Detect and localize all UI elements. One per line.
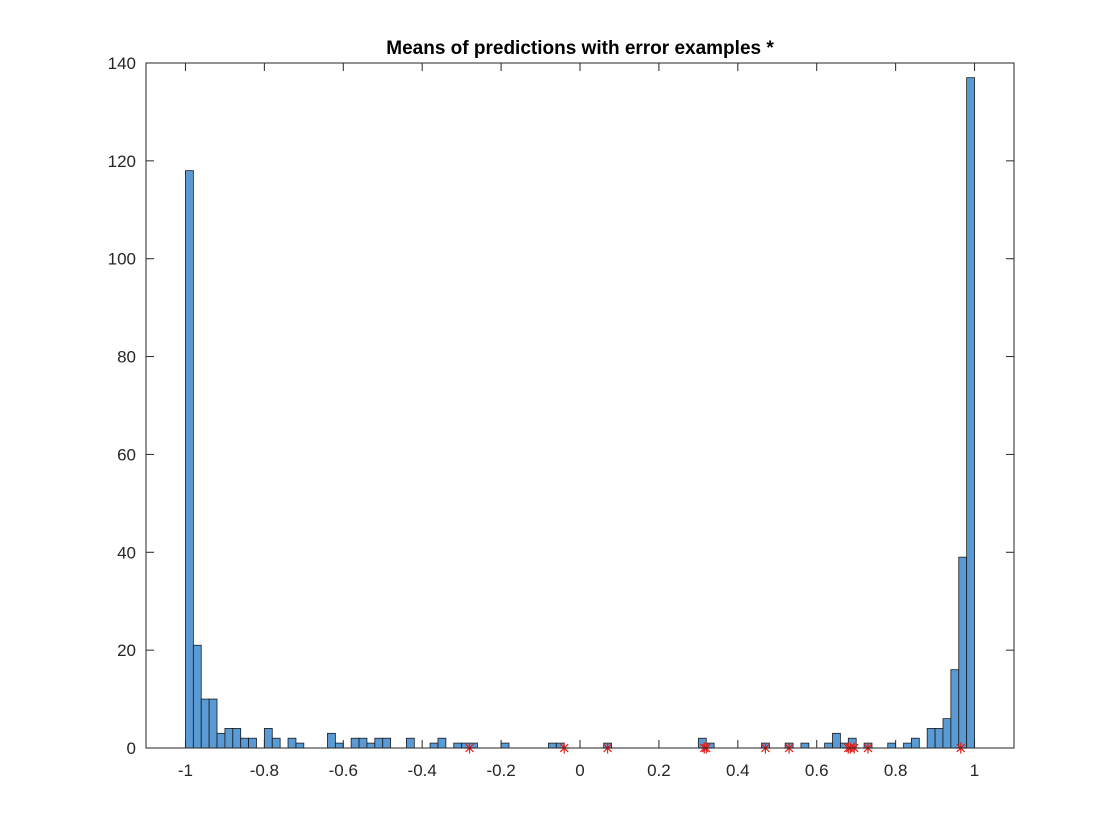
histogram-bar [800, 742, 810, 749]
histogram-bar [350, 737, 360, 749]
y-tick-label: 100 [108, 250, 136, 269]
histogram-bar [240, 737, 249, 749]
histogram-bar [887, 742, 897, 749]
histogram-bar [263, 728, 273, 749]
histogram-bar [950, 669, 960, 749]
x-tick-label: 0 [575, 761, 584, 780]
histogram-bar [429, 742, 439, 749]
histogram-bar [248, 737, 257, 749]
histogram-bar [903, 742, 912, 749]
histogram-bar [374, 737, 384, 749]
histogram-bar [216, 732, 226, 749]
x-tick-label: 0.8 [884, 761, 908, 780]
histogram-bar [224, 728, 234, 749]
x-tick-label: -0.2 [486, 761, 515, 780]
histogram-bar [185, 170, 194, 749]
histogram-bar [405, 737, 415, 749]
x-tick-label: 0.2 [647, 761, 671, 780]
histogram-bar [382, 737, 392, 749]
histogram-bar [832, 732, 841, 749]
histogram-bar [192, 644, 202, 749]
histogram-bar [548, 742, 557, 749]
histogram-bar [911, 737, 920, 749]
histogram-bar [437, 737, 447, 749]
y-tick-label: 120 [108, 152, 136, 171]
x-tick-label: 0.4 [726, 761, 750, 780]
y-tick-label: 140 [108, 54, 136, 73]
y-tick-label: 60 [117, 445, 136, 464]
histogram-bar [934, 728, 944, 749]
histogram-bar [824, 742, 833, 749]
histogram-bar [366, 742, 376, 749]
histogram-bar [271, 737, 281, 749]
histogram-bar [500, 742, 510, 749]
histogram-bar [327, 732, 336, 749]
axes: -1 -0.8 -0.6 -0.4 -0.2 0 0.2 0.4 0.6 0.8 1 0 20 40 60 8… [108, 54, 1015, 780]
histogram-bar [287, 737, 297, 749]
histogram-bar [295, 742, 305, 749]
histogram-bar [942, 718, 952, 749]
histogram-bar [358, 737, 368, 749]
y-tick-label: 20 [117, 641, 136, 660]
y-tick-label: 0 [127, 739, 136, 758]
chart-title: Means of predictions with error examples… [386, 38, 774, 59]
y-tick-label: 40 [117, 543, 136, 562]
plot-area [146, 63, 1014, 748]
histogram-bar [453, 742, 463, 749]
x-tick-label: 1 [970, 761, 979, 780]
histogram-bar [958, 556, 968, 749]
x-tick-label: -0.8 [250, 761, 279, 780]
histogram-bar [926, 728, 936, 749]
histogram-bar [232, 728, 242, 749]
x-tick-label: -0.6 [329, 761, 358, 780]
histogram-bar [200, 698, 210, 749]
x-tick-label: -1 [178, 761, 193, 780]
histogram-bar [966, 77, 975, 749]
x-tick-label: -0.4 [408, 761, 437, 780]
histogram-bar [334, 742, 344, 749]
histogram-bar [208, 698, 218, 749]
x-tick-label: 0.6 [805, 761, 829, 780]
y-tick-label: 80 [117, 348, 136, 367]
